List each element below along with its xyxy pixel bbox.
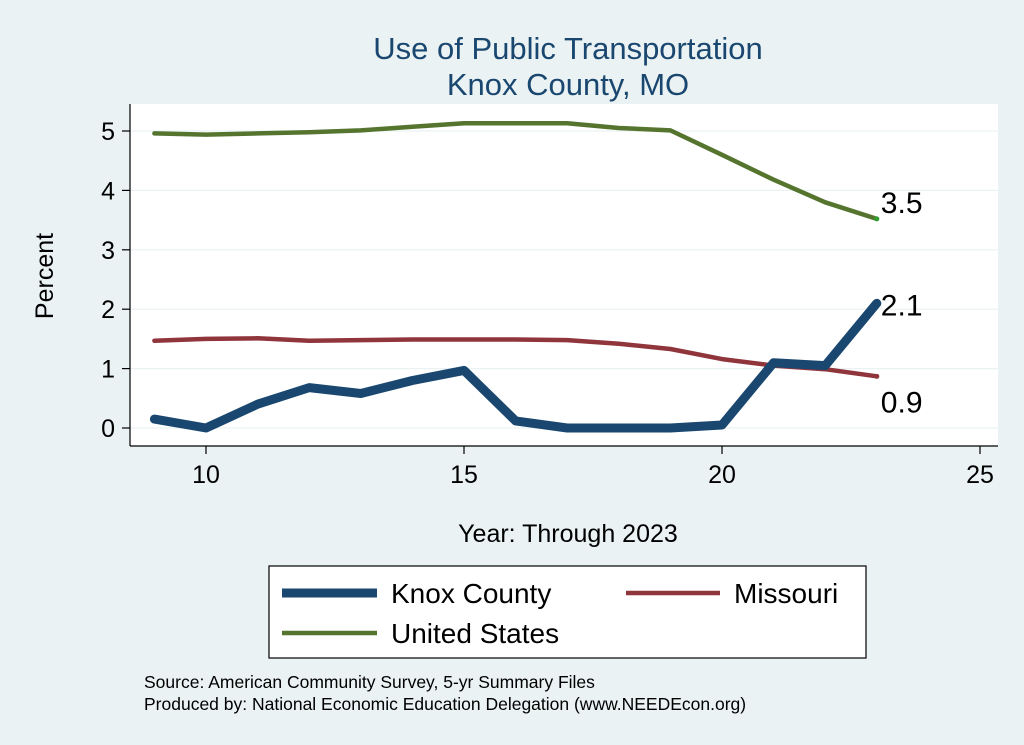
end-marker: [874, 216, 880, 222]
x-axis-title: Year: Through 2023: [458, 520, 678, 548]
legend-label: Knox County: [391, 578, 551, 609]
y-tick-label: 2: [101, 296, 115, 324]
end-value-label: 3.5: [881, 187, 923, 220]
legend-label: Missouri: [734, 578, 838, 609]
y-tick-label: 5: [101, 118, 115, 146]
end-value-label: 0.9: [881, 386, 923, 419]
series-line-united-states: [152, 121, 880, 222]
end-value-label: 2.1: [881, 289, 923, 322]
end-marker: [874, 373, 880, 379]
producer-note: Produced by: National Economic Education…: [144, 694, 746, 714]
series-lines: [149, 121, 882, 433]
series-line-knox-county: [149, 298, 882, 433]
x-tick-label: 20: [708, 461, 736, 489]
source-note: Source: American Community Survey, 5-yr …: [144, 672, 595, 692]
x-tick-label: 15: [450, 461, 478, 489]
y-tick-label: 0: [101, 415, 115, 443]
plot-area: [130, 104, 998, 446]
x-axis-ticks: 10 15 20 25: [192, 446, 994, 489]
legend-label: United States: [391, 618, 559, 649]
y-tick-label: 3: [101, 237, 115, 265]
series-line-missouri: [152, 336, 880, 379]
end-marker: [874, 300, 880, 306]
y-axis-title: Percent: [31, 233, 59, 319]
legend: Knox County Missouri United States: [282, 578, 838, 649]
chart-title: Use of Public Transportation: [373, 31, 762, 66]
x-tick-label: 10: [192, 461, 220, 489]
y-tick-label: 4: [101, 177, 115, 205]
end-labels: 2.1 0.9 3.5: [874, 187, 923, 419]
chart-subtitle: Knox County, MO: [447, 67, 689, 102]
legend-box: [268, 565, 867, 659]
x-tick-label: 25: [966, 461, 994, 489]
y-axis-ticks: 0 1 2 3 4 5: [101, 118, 130, 443]
y-tick-label: 1: [101, 356, 115, 384]
